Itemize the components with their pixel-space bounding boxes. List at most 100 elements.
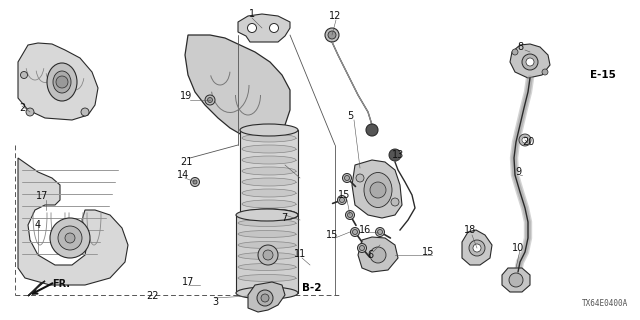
Text: E-15: E-15	[590, 70, 616, 80]
Circle shape	[512, 49, 518, 55]
Circle shape	[473, 244, 481, 252]
Circle shape	[269, 23, 278, 33]
Circle shape	[346, 211, 355, 220]
Circle shape	[193, 180, 197, 184]
Ellipse shape	[242, 145, 296, 153]
Circle shape	[370, 182, 386, 198]
Text: 10: 10	[512, 243, 524, 253]
Circle shape	[325, 28, 339, 42]
Circle shape	[370, 247, 386, 263]
Circle shape	[389, 149, 401, 161]
Text: 11: 11	[294, 249, 306, 259]
Text: 13: 13	[392, 150, 404, 160]
Circle shape	[58, 226, 82, 250]
Polygon shape	[238, 14, 290, 42]
Circle shape	[191, 178, 200, 187]
Circle shape	[356, 174, 364, 182]
Ellipse shape	[242, 189, 296, 197]
Circle shape	[351, 228, 360, 236]
Circle shape	[353, 229, 358, 235]
Circle shape	[376, 228, 385, 236]
Ellipse shape	[242, 134, 296, 142]
Circle shape	[344, 175, 349, 180]
Text: 4: 4	[35, 220, 41, 230]
Circle shape	[391, 198, 399, 206]
Text: 15: 15	[422, 247, 434, 257]
Circle shape	[56, 76, 68, 88]
Polygon shape	[462, 230, 492, 265]
Text: FR.: FR.	[52, 279, 70, 289]
Circle shape	[469, 240, 485, 256]
Text: 16: 16	[359, 225, 371, 235]
Text: 5: 5	[347, 111, 353, 121]
Circle shape	[20, 71, 28, 78]
Polygon shape	[352, 160, 402, 218]
Circle shape	[26, 108, 34, 116]
Text: TX64E0400A: TX64E0400A	[582, 299, 628, 308]
Polygon shape	[185, 35, 290, 138]
Circle shape	[50, 218, 90, 258]
Circle shape	[205, 95, 215, 105]
Circle shape	[526, 58, 534, 66]
Ellipse shape	[47, 63, 77, 101]
Circle shape	[522, 137, 528, 143]
Polygon shape	[236, 215, 298, 293]
Polygon shape	[28, 281, 45, 296]
Ellipse shape	[242, 167, 296, 175]
Circle shape	[366, 124, 378, 136]
Polygon shape	[358, 237, 398, 272]
Circle shape	[542, 69, 548, 75]
Polygon shape	[240, 130, 298, 215]
Text: 17: 17	[36, 191, 48, 201]
Polygon shape	[248, 282, 285, 312]
Circle shape	[263, 250, 273, 260]
Ellipse shape	[236, 209, 298, 221]
Circle shape	[257, 290, 273, 306]
Circle shape	[378, 229, 383, 235]
Text: B-2: B-2	[302, 283, 322, 293]
Text: 3: 3	[212, 297, 218, 307]
Text: 14: 14	[177, 170, 189, 180]
Text: 21: 21	[180, 157, 192, 167]
Text: 19: 19	[180, 91, 192, 101]
Ellipse shape	[240, 209, 298, 221]
Text: 22: 22	[146, 291, 158, 301]
Ellipse shape	[242, 156, 296, 164]
Ellipse shape	[53, 71, 71, 93]
Circle shape	[207, 98, 212, 102]
Ellipse shape	[238, 230, 296, 237]
Text: 20: 20	[522, 137, 534, 147]
Text: 15: 15	[338, 190, 350, 200]
Circle shape	[348, 212, 353, 218]
Text: 8: 8	[517, 42, 523, 52]
Circle shape	[522, 54, 538, 70]
Circle shape	[261, 294, 269, 302]
Polygon shape	[18, 158, 128, 285]
Ellipse shape	[236, 287, 298, 299]
Text: 1: 1	[249, 9, 255, 19]
Text: 6: 6	[367, 250, 373, 260]
Ellipse shape	[238, 275, 296, 282]
Text: 9: 9	[515, 167, 521, 177]
Text: 7: 7	[281, 213, 287, 223]
Ellipse shape	[238, 263, 296, 270]
Polygon shape	[18, 43, 98, 120]
Polygon shape	[510, 44, 550, 78]
Circle shape	[258, 245, 278, 265]
Ellipse shape	[238, 220, 296, 227]
Ellipse shape	[238, 242, 296, 249]
Circle shape	[360, 245, 365, 251]
Text: 2: 2	[19, 103, 25, 113]
Circle shape	[328, 31, 336, 39]
Circle shape	[65, 233, 75, 243]
Text: 18: 18	[464, 225, 476, 235]
Ellipse shape	[242, 200, 296, 208]
Circle shape	[339, 197, 344, 203]
Text: 15: 15	[326, 230, 338, 240]
Text: 12: 12	[329, 11, 341, 21]
Polygon shape	[502, 268, 530, 292]
Circle shape	[342, 173, 351, 182]
Circle shape	[509, 273, 523, 287]
Circle shape	[519, 134, 531, 146]
Circle shape	[358, 244, 367, 252]
